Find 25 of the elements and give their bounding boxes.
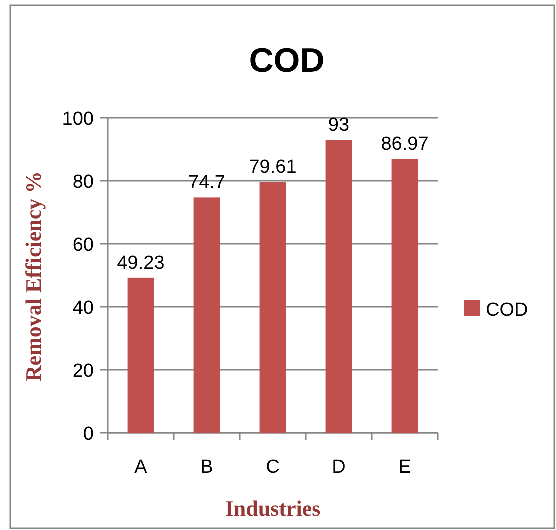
- x-tick-label: C: [266, 457, 280, 478]
- y-tick-label: 80: [72, 172, 94, 193]
- data-label: 74.7: [188, 172, 226, 194]
- y-tick-label: 20: [72, 361, 94, 382]
- x-tick-label: B: [200, 457, 214, 478]
- bar: [260, 182, 286, 433]
- data-label: 93: [328, 115, 350, 136]
- x-tick-label: E: [398, 457, 412, 478]
- y-axis-title: Removal Efficiency %: [21, 171, 46, 382]
- bar: [392, 159, 418, 433]
- chart-title: COD: [249, 42, 325, 80]
- data-label: 79.61: [249, 157, 297, 178]
- x-axis-title: Industries: [225, 496, 322, 521]
- y-tick-label: 0: [83, 424, 94, 445]
- y-tick-label: 100: [62, 109, 94, 130]
- x-tick-label: D: [332, 457, 346, 478]
- data-label: 49.23: [117, 252, 165, 274]
- bar: [128, 278, 154, 433]
- legend-label: COD: [486, 300, 528, 321]
- y-tick-label: 40: [72, 298, 94, 319]
- bar: [326, 140, 352, 433]
- y-tick-label: 60: [72, 235, 94, 256]
- bar: [194, 198, 220, 433]
- x-tick-label: A: [134, 457, 148, 478]
- data-label: 86.97: [381, 134, 429, 156]
